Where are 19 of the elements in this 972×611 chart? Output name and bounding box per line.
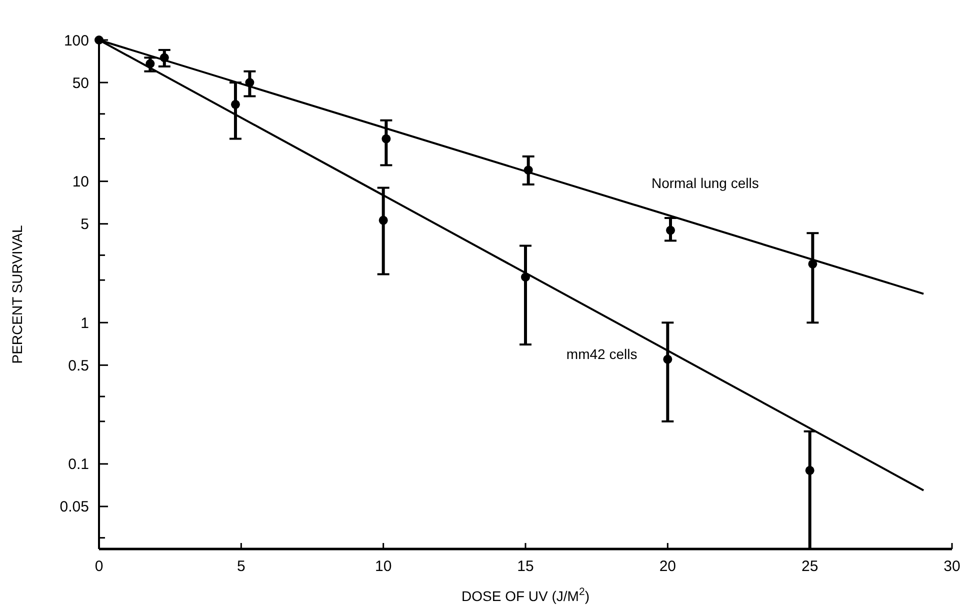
y-tick-label: 50 bbox=[72, 74, 89, 92]
x-tick-label: 5 bbox=[236, 558, 246, 575]
x-tick-label: 10 bbox=[374, 558, 392, 575]
x-tick-label: 20 bbox=[659, 558, 676, 575]
y-tick-label: 100 bbox=[64, 32, 89, 50]
x-tick-label: 25 bbox=[801, 558, 818, 575]
series-label: mm42 cells bbox=[566, 346, 638, 362]
series-label: Normal lung cells bbox=[651, 175, 759, 192]
x-tick-label: 15 bbox=[517, 558, 534, 575]
y-tick-label: 0.05 bbox=[60, 498, 89, 516]
x-tick-label: 0 bbox=[94, 558, 104, 575]
y-tick-label: 0.1 bbox=[68, 456, 89, 474]
y-tick-label: 10 bbox=[72, 174, 89, 191]
y-tick-label: 5 bbox=[80, 216, 89, 234]
y-axis-title: PERCENT SURVIVAL bbox=[9, 225, 25, 364]
y-tick-label: 1 bbox=[80, 314, 89, 332]
y-tick-label: 0.5 bbox=[68, 357, 89, 374]
x-tick-label: 30 bbox=[944, 558, 960, 575]
x-axis-title: DOSE OF UV (J/M$^{2}$) bbox=[462, 586, 590, 604]
